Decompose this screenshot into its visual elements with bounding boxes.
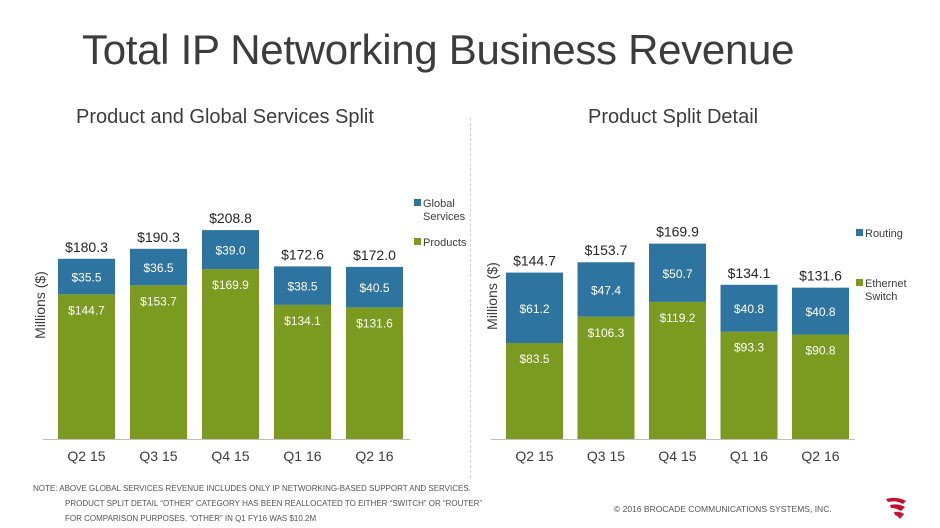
total-label-1: $153.7 xyxy=(585,242,628,258)
x-tick-label-3: Q1 16 xyxy=(730,448,768,464)
x-tick-label-2: Q4 15 xyxy=(211,448,249,464)
data-label-ethernet-switch-0: $83.5 xyxy=(519,352,549,366)
footnote: NOTE: ABOVE GLOBAL SERVICES REVENUE INCL… xyxy=(33,481,482,526)
bar-ethernet-switch-2 xyxy=(649,301,706,439)
data-label-global-services-3: $38.5 xyxy=(287,280,317,294)
bar-ethernet-switch-4 xyxy=(792,334,849,439)
data-label-products-3: $134.1 xyxy=(284,314,321,328)
brocade-logo-icon xyxy=(886,497,906,519)
total-label-0: $180.3 xyxy=(65,239,108,255)
total-label-1: $190.3 xyxy=(137,229,180,245)
data-label-ethernet-switch-3: $93.3 xyxy=(734,341,764,355)
x-tick-label-4: Q2 16 xyxy=(801,448,839,464)
total-label-0: $144.7 xyxy=(513,253,556,269)
bar-routing-0 xyxy=(506,272,563,343)
logo-stroke-bottom xyxy=(894,511,904,519)
data-label-ethernet-switch-1: $106.3 xyxy=(588,326,625,340)
copyright-text: © 2016 BROCADE COMMUNICATIONS SYSTEMS, I… xyxy=(614,504,832,514)
bar-ethernet-switch-0 xyxy=(506,342,563,439)
bar-routing-1 xyxy=(577,262,635,317)
bar-global-services-2 xyxy=(202,230,259,270)
data-label-routing-3: $40.8 xyxy=(734,302,764,316)
bar-global-services-3 xyxy=(274,266,331,305)
bar-products-4 xyxy=(346,307,403,439)
bar-products-2 xyxy=(202,269,259,439)
x-tick-label-0: Q2 15 xyxy=(67,448,105,464)
y-axis-label: Millions ($) xyxy=(32,271,48,339)
bar-routing-3 xyxy=(720,284,778,332)
legend-label-1-0: Products xyxy=(423,237,467,249)
data-label-global-services-1: $36.5 xyxy=(143,261,173,275)
legend-swatch-0 xyxy=(414,199,421,206)
chart-title-product-services: Product and Global Services Split xyxy=(76,106,374,128)
footnote-line-3: FOR COMPARISON PURPOSES. “OTHER” IN Q1 F… xyxy=(65,514,317,523)
x-tick-label-1: Q3 15 xyxy=(587,448,625,464)
chart-product-split-detail: Millions ($) $83.5 $61.2 $144.7 Q2 15 $106.3 $… xyxy=(484,224,907,464)
legend-label-1-0: Ethernet xyxy=(865,278,907,290)
x-tick-label-2: Q4 15 xyxy=(658,448,696,464)
data-label-products-4: $131.6 xyxy=(356,316,393,330)
footnote-line-1: NOTE: ABOVE GLOBAL SERVICES REVENUE INCL… xyxy=(33,484,471,493)
data-label-products-0: $144.7 xyxy=(68,303,105,317)
total-label-3: $134.1 xyxy=(728,265,771,281)
bar-routing-2 xyxy=(649,243,706,302)
data-label-routing-4: $40.8 xyxy=(805,305,835,319)
bar-products-1 xyxy=(130,285,187,439)
data-label-global-services-4: $40.5 xyxy=(359,281,389,295)
data-label-global-services-2: $39.0 xyxy=(215,244,245,258)
chart-title-product-split: Product Split Detail xyxy=(588,106,759,128)
legend-label-0-0: Global xyxy=(423,198,455,210)
data-label-ethernet-switch-2: $119.2 xyxy=(660,311,696,325)
y-axis-label: Millions ($) xyxy=(484,262,500,330)
page-title: Total IP Networking Business Revenue xyxy=(82,26,795,73)
total-label-3: $172.6 xyxy=(281,246,324,262)
bar-products-0 xyxy=(58,294,115,439)
bar-global-services-0 xyxy=(58,258,115,295)
x-tick-label-4: Q2 16 xyxy=(355,448,393,464)
legend-swatch-1 xyxy=(414,238,421,245)
x-tick-label-3: Q1 16 xyxy=(283,448,321,464)
x-tick-label-1: Q3 15 xyxy=(139,448,177,464)
total-label-2: $208.8 xyxy=(209,210,252,226)
total-label-2: $169.9 xyxy=(656,224,699,240)
logo-stroke-top xyxy=(886,497,906,504)
legend-swatch-0 xyxy=(856,229,863,236)
data-label-products-2: $169.9 xyxy=(212,278,249,292)
total-label-4: $131.6 xyxy=(799,268,842,284)
bar-ethernet-switch-1 xyxy=(577,316,635,439)
x-tick-label-0: Q2 15 xyxy=(515,448,553,464)
data-label-routing-0: $61.2 xyxy=(519,302,549,316)
chart-divider xyxy=(470,118,471,478)
data-label-global-services-0: $35.5 xyxy=(71,271,101,285)
data-label-routing-2: $50.7 xyxy=(662,267,692,281)
bar-global-services-4 xyxy=(346,266,403,308)
chart-product-services-split: Millions ($) $144.7 $35.5 $180.3 Q2 15 $153.7… xyxy=(32,198,467,464)
bar-ethernet-switch-3 xyxy=(720,331,778,439)
legend-label-1-1: Switch xyxy=(865,291,897,303)
bar-routing-4 xyxy=(792,287,849,335)
logo-stroke-mid xyxy=(890,504,905,511)
data-label-products-1: $153.7 xyxy=(140,294,177,308)
legend-swatch-1 xyxy=(856,279,863,286)
bar-products-3 xyxy=(274,304,331,439)
bar-global-services-1 xyxy=(130,248,187,286)
legend-label-0-0: Routing xyxy=(865,228,903,240)
data-label-routing-1: $47.4 xyxy=(591,284,621,298)
footnote-line-2: PRODUCT SPLIT DETAIL “OTHER” CATEGORY HA… xyxy=(65,499,483,508)
total-label-4: $172.0 xyxy=(353,247,396,263)
data-label-ethernet-switch-4: $90.8 xyxy=(805,344,835,358)
legend-label-0-1: Services xyxy=(423,211,466,223)
